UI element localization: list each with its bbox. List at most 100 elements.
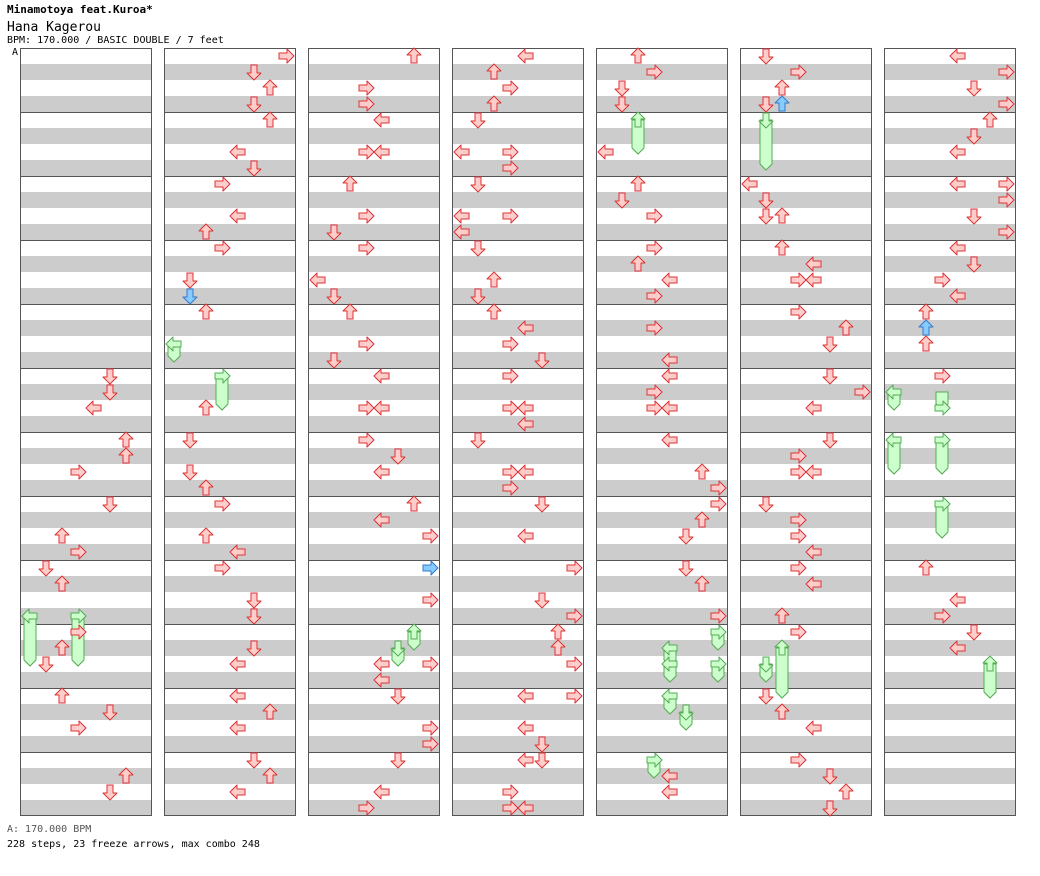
beat-stripe bbox=[596, 704, 728, 720]
step-arrow-down bbox=[102, 368, 118, 385]
step-arrow-up bbox=[838, 319, 854, 336]
step-arrow-up bbox=[694, 575, 710, 592]
step-arrow-right bbox=[502, 784, 519, 800]
beat-stripe bbox=[740, 672, 872, 688]
beat-stripe bbox=[308, 736, 440, 752]
beat-stripe bbox=[452, 704, 584, 720]
chart-column-2 bbox=[164, 48, 296, 816]
step-arrow-up bbox=[118, 447, 134, 464]
step-arrow-right bbox=[998, 64, 1015, 80]
freeze-arrow-body bbox=[775, 647, 789, 699]
beat-stripe bbox=[20, 416, 152, 432]
step-arrow-right bbox=[566, 688, 583, 704]
step-arrow-right bbox=[790, 64, 807, 80]
step-arrow-down bbox=[390, 688, 406, 705]
step-arrow-left bbox=[661, 432, 678, 448]
step-arrow-right bbox=[790, 560, 807, 576]
step-arrow-left bbox=[597, 144, 614, 160]
beat-stripe bbox=[20, 768, 152, 784]
section-marker: A bbox=[12, 47, 19, 58]
step-arrow-up bbox=[54, 575, 70, 592]
step-arrow-up bbox=[838, 783, 854, 800]
step-arrow-down bbox=[758, 208, 774, 225]
step-arrow-up bbox=[630, 255, 646, 272]
beat-stripe bbox=[20, 160, 152, 176]
beat-stripe bbox=[20, 192, 152, 208]
step-arrow-down bbox=[182, 432, 198, 449]
step-arrow-up bbox=[342, 303, 358, 320]
step-arrow-up bbox=[54, 639, 70, 656]
step-arrow-left bbox=[373, 464, 390, 480]
beat-stripe bbox=[740, 160, 872, 176]
step-arrow-right-shock bbox=[422, 560, 439, 576]
step-arrow-left bbox=[229, 144, 246, 160]
beat-stripe bbox=[884, 320, 1016, 336]
step-arrow-down bbox=[326, 288, 342, 305]
column-border bbox=[596, 48, 728, 816]
step-arrow-up bbox=[774, 207, 790, 224]
step-arrow-left bbox=[661, 400, 678, 416]
step-arrow-left bbox=[805, 544, 822, 560]
step-arrow-left-freeze-head bbox=[885, 384, 902, 400]
step-arrow-right bbox=[646, 400, 663, 416]
beat-stripe bbox=[884, 768, 1016, 784]
step-arrow-up-freeze-head bbox=[982, 655, 998, 672]
step-arrow-down bbox=[966, 256, 982, 273]
beat-stripe bbox=[20, 448, 152, 464]
step-arrow-up bbox=[118, 431, 134, 448]
step-arrow-up bbox=[198, 223, 214, 240]
beat-stripe bbox=[164, 448, 296, 464]
step-arrow-left bbox=[949, 48, 966, 64]
beat-stripe bbox=[164, 576, 296, 592]
step-arrow-right bbox=[790, 752, 807, 768]
step-arrow-left bbox=[517, 800, 534, 816]
beat-stripe bbox=[884, 352, 1016, 368]
beat-stripe bbox=[308, 288, 440, 304]
beat-stripe bbox=[164, 96, 296, 112]
step-arrow-right bbox=[502, 400, 519, 416]
step-arrow-left bbox=[373, 784, 390, 800]
beat-stripe bbox=[740, 736, 872, 752]
step-arrow-left-freeze-head bbox=[661, 688, 678, 704]
step-arrow-up bbox=[198, 479, 214, 496]
beat-stripe bbox=[452, 256, 584, 272]
step-arrow-down bbox=[102, 784, 118, 801]
beat-stripe bbox=[308, 192, 440, 208]
step-arrow-down bbox=[470, 176, 486, 193]
beat-stripe bbox=[452, 768, 584, 784]
step-arrow-right bbox=[502, 464, 519, 480]
freeze-arrow-body bbox=[215, 375, 229, 411]
step-arrow-down bbox=[534, 736, 550, 753]
beat-stripe bbox=[308, 224, 440, 240]
step-arrow-right bbox=[710, 480, 727, 496]
beat-stripe bbox=[164, 320, 296, 336]
step-arrow-down bbox=[534, 352, 550, 369]
step-arrow-down bbox=[470, 112, 486, 129]
step-arrow-right bbox=[646, 288, 663, 304]
step-arrow-right bbox=[358, 144, 375, 160]
step-arrow-up bbox=[774, 607, 790, 624]
beat-stripe bbox=[164, 480, 296, 496]
step-arrow-right bbox=[422, 736, 439, 752]
step-arrow-right bbox=[502, 208, 519, 224]
beat-stripe bbox=[740, 96, 872, 112]
beat-stripe bbox=[308, 448, 440, 464]
beat-stripe bbox=[884, 800, 1016, 816]
beat-stripe bbox=[596, 224, 728, 240]
beat-stripe bbox=[164, 512, 296, 528]
step-arrow-right bbox=[790, 448, 807, 464]
step-arrow-right bbox=[358, 96, 375, 112]
beat-stripe bbox=[740, 352, 872, 368]
freeze-arrow-body bbox=[983, 663, 997, 699]
step-arrow-up bbox=[982, 111, 998, 128]
step-arrow-right bbox=[998, 192, 1015, 208]
step-arrow-up bbox=[262, 79, 278, 96]
step-arrow-left bbox=[517, 752, 534, 768]
beat-stripe bbox=[740, 640, 872, 656]
beat-stripe bbox=[884, 384, 1016, 400]
beat-stripe bbox=[164, 416, 296, 432]
step-arrow-left bbox=[373, 512, 390, 528]
step-arrow-down bbox=[470, 288, 486, 305]
column-border bbox=[740, 48, 872, 816]
song-title: Hana Kagerou bbox=[7, 20, 101, 35]
